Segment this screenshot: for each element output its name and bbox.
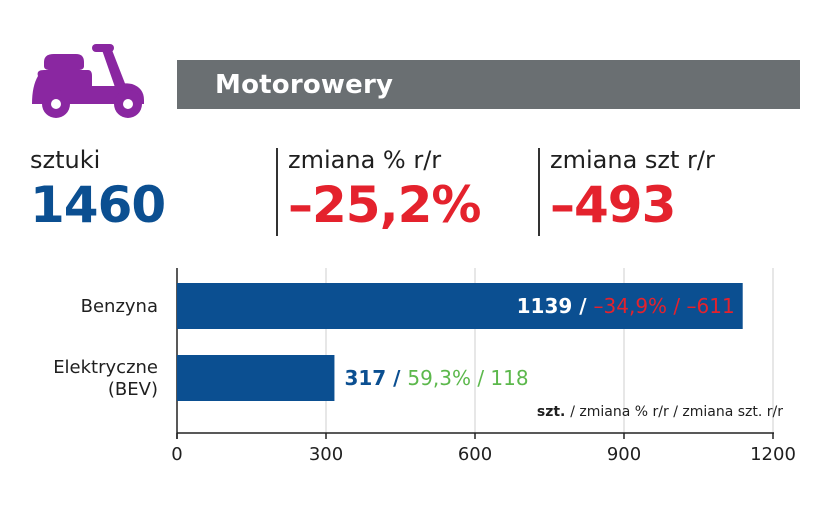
kpi-unit-change: zmiana szt r/r –493 [550,146,715,230]
kpi-pct-change-value: –25,2% [288,176,481,234]
title-banner: Motorowery [177,60,800,109]
page-title: Motorowery [215,69,394,100]
x-tick-label: 900 [607,444,641,465]
kpi-divider [276,148,278,236]
x-tick-label: 0 [171,444,182,465]
x-tick-label: 1200 [750,444,796,465]
kpi-pct-change-label: zmiana % r/r [288,146,442,174]
category-label: Elektryczne (BEV) [53,357,158,400]
kpi-units: sztuki 1460 [30,146,166,234]
kpi-pct-change: zmiana % r/r –25,2% [288,146,481,234]
category-label: Benzyna [81,296,158,317]
scooter-icon [32,44,144,118]
data-label: 317 / 59,3% / 118 [344,366,528,390]
bar [177,355,335,401]
legend-note: szt. / zmiana % r/r / zmiana szt. r/r [537,404,783,420]
data-label: 1139 / –34,9% / –611 [517,294,735,318]
kpi-units-label: sztuki [30,146,101,174]
kpi-unit-change-value: –493 [550,176,676,234]
x-tick-label: 300 [309,444,343,465]
kpi-unit-change-label: zmiana szt r/r [550,146,715,174]
x-tick-label: 600 [458,444,492,465]
kpi-divider [538,148,540,236]
bar [177,283,743,329]
kpi-units-value: 1460 [30,176,166,234]
